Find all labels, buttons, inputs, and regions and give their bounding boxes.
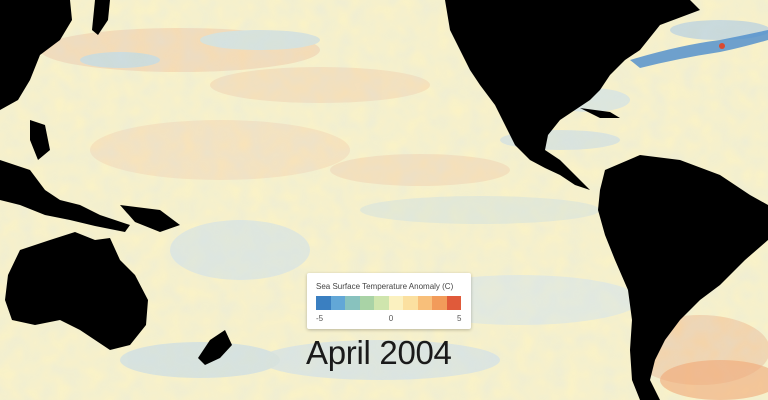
land-south-america bbox=[598, 155, 768, 400]
legend-min-label: -5 bbox=[316, 314, 324, 323]
legend-swatch-0 bbox=[316, 296, 331, 310]
legend-swatch-8 bbox=[432, 296, 447, 310]
legend-mid-label: 0 bbox=[388, 314, 394, 323]
land-new-zealand bbox=[198, 330, 232, 365]
legend-title: Sea Surface Temperature Anomaly (C) bbox=[316, 282, 454, 291]
legend-color-scale bbox=[316, 296, 461, 310]
legend-swatch-2 bbox=[345, 296, 360, 310]
south-atlantic-warm bbox=[660, 360, 768, 400]
legend-swatch-7 bbox=[417, 296, 432, 310]
legend-swatch-1 bbox=[330, 296, 345, 310]
legend-swatch-9 bbox=[446, 296, 461, 310]
land-indonesia bbox=[0, 160, 130, 232]
legend-swatch-5 bbox=[388, 296, 403, 310]
land-asia bbox=[0, 0, 72, 110]
legend-swatch-4 bbox=[374, 296, 389, 310]
legend: Sea Surface Temperature Anomaly (C) -5 0… bbox=[307, 273, 471, 329]
date-label: April 2004 bbox=[306, 334, 452, 371]
legend-swatch-6 bbox=[403, 296, 418, 310]
legend-swatch-3 bbox=[359, 296, 374, 310]
land-australia bbox=[5, 232, 148, 350]
warm-eddy-marker bbox=[719, 43, 725, 49]
legend-max-label: 5 bbox=[457, 314, 462, 323]
land-north-america bbox=[445, 0, 700, 190]
land-japan bbox=[92, 0, 110, 35]
gulf-stream-anomaly bbox=[630, 30, 768, 68]
